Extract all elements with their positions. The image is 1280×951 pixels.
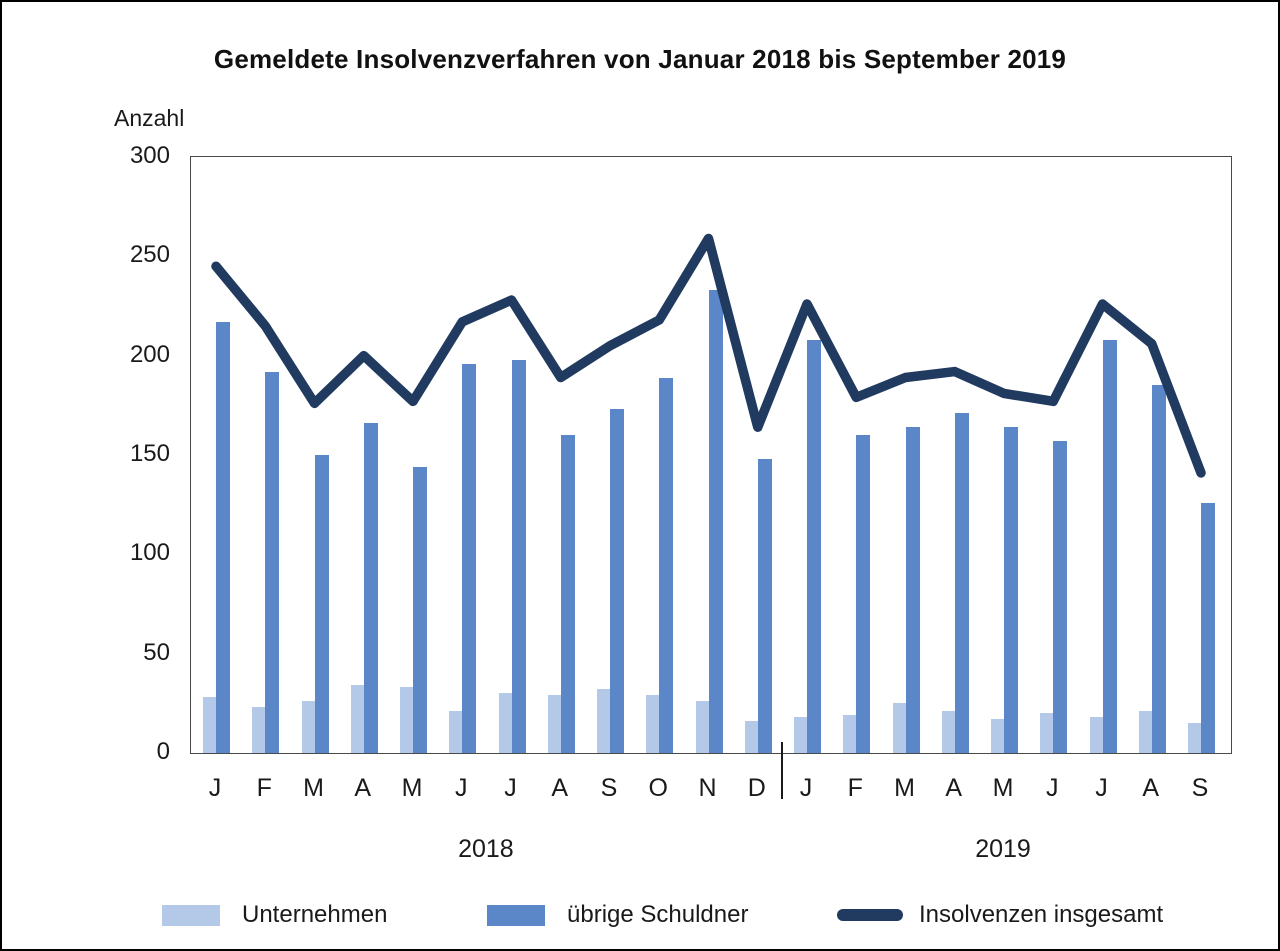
bar-unternehmen xyxy=(1188,723,1201,753)
plot-area xyxy=(190,156,1232,754)
bar-unternehmen xyxy=(941,711,955,753)
bar-uebrige-schuldner xyxy=(856,435,871,753)
bar-uebrige-schuldner xyxy=(708,290,723,753)
month-label: F xyxy=(256,774,272,802)
bar-unternehmen xyxy=(1089,717,1103,753)
bar-unternehmen xyxy=(991,719,1004,753)
bar-uebrige-schuldner xyxy=(314,455,329,753)
y-tick-label: 50 xyxy=(143,638,170,666)
month-label: M xyxy=(303,774,324,802)
month-label: M xyxy=(894,774,915,802)
year-separator xyxy=(781,742,784,799)
bar-uebrige-schuldner xyxy=(363,423,378,753)
y-tick-label: 200 xyxy=(129,340,170,368)
legend-swatch-insolvenzen-insgesamt-icon xyxy=(837,909,903,921)
bar-uebrige-schuldner xyxy=(757,458,772,753)
bar-unternehmen xyxy=(400,687,413,753)
bar-uebrige-schuldner xyxy=(511,359,526,753)
bar-uebrige-schuldner xyxy=(954,413,969,753)
chart-title: Gemeldete Insolvenzverfahren von Januar … xyxy=(213,44,1067,74)
bar-unternehmen xyxy=(597,689,610,753)
bar-uebrige-schuldner xyxy=(1004,427,1018,753)
month-label: J xyxy=(208,774,222,802)
month-label: J xyxy=(455,774,468,802)
bar-uebrige-schuldner xyxy=(1053,441,1068,753)
month-label: A xyxy=(354,774,372,802)
month-label: N xyxy=(698,774,717,802)
year-label-2019: 2019 xyxy=(975,835,1031,863)
month-label: J xyxy=(504,774,517,802)
bar-unternehmen xyxy=(301,701,315,753)
month-label: A xyxy=(1142,774,1160,802)
month-label: F xyxy=(847,774,863,802)
bar-unternehmen xyxy=(252,707,266,753)
bar-uebrige-schuldner xyxy=(807,339,821,753)
bar-unternehmen xyxy=(350,685,364,753)
legend-item-unternehmen: Unternehmen xyxy=(162,898,387,932)
y-tick-label: 100 xyxy=(129,539,170,567)
total-line-path xyxy=(211,233,1206,478)
month-label: D xyxy=(747,774,766,802)
month-label: S xyxy=(600,774,618,802)
legend: Unternehmen übrige Schuldner Insolvenzen… xyxy=(2,898,1278,932)
legend-label-uebrige-schuldner: übrige Schuldner xyxy=(567,901,749,928)
bar-unternehmen xyxy=(843,715,857,753)
bar-uebrige-schuldner xyxy=(1102,339,1117,753)
month-label: A xyxy=(945,774,963,802)
bar-unternehmen xyxy=(203,697,216,753)
y-axis-title: Anzahl xyxy=(114,105,185,131)
bar-uebrige-schuldner xyxy=(413,466,427,753)
bar-uebrige-schuldner xyxy=(560,435,575,753)
bar-uebrige-schuldner xyxy=(1151,385,1166,753)
total-line xyxy=(211,233,1206,478)
bar-unternehmen xyxy=(794,717,807,753)
bar-uebrige-schuldner xyxy=(265,371,280,753)
legend-swatch-uebrige-schuldner-icon xyxy=(487,904,545,926)
bar-unternehmen xyxy=(1040,713,1054,753)
bar-unternehmen xyxy=(1138,711,1152,753)
month-label: M xyxy=(401,774,423,802)
bar-unternehmen xyxy=(646,695,660,753)
y-axis-tick-labels: 300 250 200 150 100 50 0 xyxy=(90,142,170,765)
month-label: J xyxy=(1046,774,1059,802)
bars-layer xyxy=(191,157,1231,753)
y-tick-label: 150 xyxy=(129,440,170,467)
month-label: J xyxy=(1095,774,1108,802)
bar-unternehmen xyxy=(547,695,561,753)
month-label: O xyxy=(648,774,668,802)
legend-item-uebrige-schuldner: übrige Schuldner xyxy=(487,898,748,932)
month-label: J xyxy=(799,774,813,802)
bar-uebrige-schuldner xyxy=(216,321,230,753)
month-label: S xyxy=(1191,774,1209,802)
year-label-2018: 2018 xyxy=(458,835,514,863)
legend-label-unternehmen: Unternehmen xyxy=(242,901,388,928)
bar-uebrige-schuldner xyxy=(1201,502,1215,753)
bar-unternehmen xyxy=(498,693,512,753)
y-tick-label: 250 xyxy=(129,241,170,269)
legend-swatch-unternehmen-icon xyxy=(162,904,220,926)
bar-unternehmen xyxy=(744,721,758,753)
bar-unternehmen xyxy=(892,703,906,753)
bar-uebrige-schuldner xyxy=(462,363,477,753)
bar-unternehmen xyxy=(695,701,709,753)
month-label: A xyxy=(551,774,569,802)
bar-uebrige-schuldner xyxy=(610,409,624,753)
legend-label-insolvenzen-insgesamt: Insolvenzen insgesamt xyxy=(919,901,1164,928)
y-tick-label: 300 xyxy=(129,142,170,169)
legend-item-insolvenzen-insgesamt: Insolvenzen insgesamt xyxy=(837,898,1163,932)
bar-uebrige-schuldner xyxy=(905,427,920,753)
bar-unternehmen xyxy=(449,711,463,753)
month-label: M xyxy=(992,774,1014,802)
bar-uebrige-schuldner xyxy=(659,377,674,753)
y-tick-label: 0 xyxy=(156,738,170,765)
